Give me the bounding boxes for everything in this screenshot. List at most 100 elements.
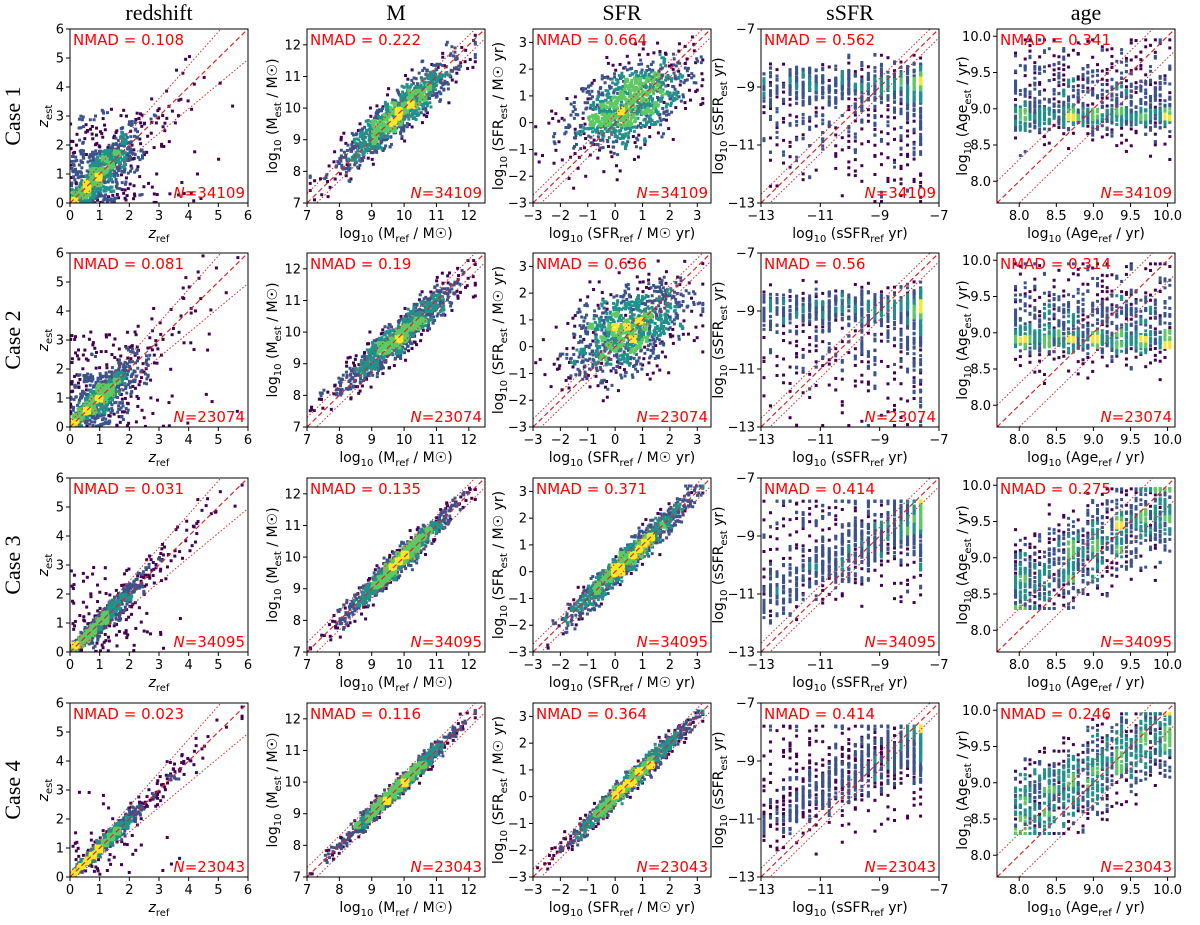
data-point — [441, 51, 445, 55]
data-point — [74, 858, 78, 862]
y-tick-label: 1 — [56, 842, 64, 857]
data-point — [364, 141, 368, 145]
data-point — [101, 842, 105, 846]
data-point — [82, 334, 86, 338]
data-point — [101, 150, 105, 154]
data-point — [405, 125, 409, 129]
data-point — [107, 143, 111, 147]
data-point — [204, 504, 208, 508]
data-point — [123, 182, 127, 186]
data-point — [74, 351, 78, 355]
data-point — [181, 296, 185, 300]
data-point — [144, 360, 148, 364]
data-point — [112, 624, 116, 628]
data-point — [108, 333, 112, 337]
data-point — [74, 413, 78, 417]
data-point — [145, 558, 149, 562]
data-point — [85, 129, 89, 133]
data-point — [108, 835, 112, 839]
data-point — [79, 630, 83, 634]
data-point — [107, 377, 111, 381]
data-point — [107, 187, 111, 191]
data-point — [410, 68, 414, 72]
data-point — [86, 410, 90, 414]
data-point — [98, 590, 102, 594]
data-point — [118, 187, 122, 191]
data-point — [121, 157, 125, 161]
data-point — [117, 415, 121, 419]
y-tick-label: 2 — [56, 363, 64, 378]
data-point — [72, 189, 76, 193]
data-point — [118, 372, 122, 376]
data-point — [381, 105, 385, 109]
y-tick-label: 2 — [56, 813, 64, 828]
data-point — [103, 128, 107, 132]
data-point — [150, 568, 154, 572]
data-point — [99, 154, 103, 158]
data-point — [73, 159, 77, 163]
data-point — [353, 163, 357, 167]
data-point — [70, 166, 74, 170]
data-point — [384, 144, 388, 148]
data-point — [103, 566, 107, 570]
data-point — [345, 166, 349, 170]
data-point — [139, 575, 143, 579]
scatter-points — [308, 33, 477, 202]
data-point — [129, 584, 133, 588]
data-point — [193, 150, 197, 154]
data-point — [199, 297, 203, 301]
data-point — [435, 68, 439, 72]
data-point — [133, 121, 137, 125]
data-point — [73, 337, 77, 341]
data-point — [81, 579, 85, 583]
data-point — [102, 387, 106, 391]
data-point — [107, 639, 111, 643]
data-point — [214, 510, 218, 514]
data-point — [473, 40, 477, 44]
data-point — [75, 132, 79, 136]
data-point — [431, 90, 435, 94]
data-point — [359, 141, 363, 145]
data-point — [122, 150, 126, 154]
data-point — [128, 157, 132, 161]
data-point — [109, 411, 113, 415]
data-point — [71, 163, 75, 167]
data-point — [89, 855, 93, 859]
data-point — [72, 573, 76, 577]
data-point — [83, 406, 87, 410]
data-point — [74, 182, 78, 186]
data-point — [98, 372, 102, 376]
data-point — [125, 377, 129, 381]
data-point — [375, 116, 379, 120]
data-point — [81, 195, 85, 199]
data-point — [75, 840, 79, 844]
data-point — [411, 116, 415, 120]
data-point — [104, 162, 108, 166]
data-point — [124, 384, 128, 388]
data-point — [448, 53, 452, 57]
data-point — [161, 795, 165, 799]
data-point — [73, 624, 77, 628]
data-point — [93, 856, 97, 860]
data-point — [429, 91, 433, 95]
data-point — [133, 380, 137, 384]
data-point — [71, 408, 75, 412]
data-point — [90, 859, 94, 863]
data-point — [106, 618, 110, 622]
data-point — [73, 192, 77, 196]
data-point — [422, 113, 426, 117]
data-point — [100, 618, 104, 622]
data-point — [123, 188, 127, 192]
data-point — [130, 583, 134, 587]
data-point — [122, 191, 126, 195]
y-tick-label: 1 — [56, 168, 64, 183]
data-point — [129, 169, 133, 173]
data-point — [112, 169, 116, 173]
data-point — [116, 173, 120, 177]
data-point — [118, 818, 122, 822]
data-point — [104, 625, 108, 629]
data-point — [369, 151, 373, 155]
data-point — [87, 408, 91, 412]
data-point — [124, 139, 128, 143]
data-point — [115, 150, 119, 154]
